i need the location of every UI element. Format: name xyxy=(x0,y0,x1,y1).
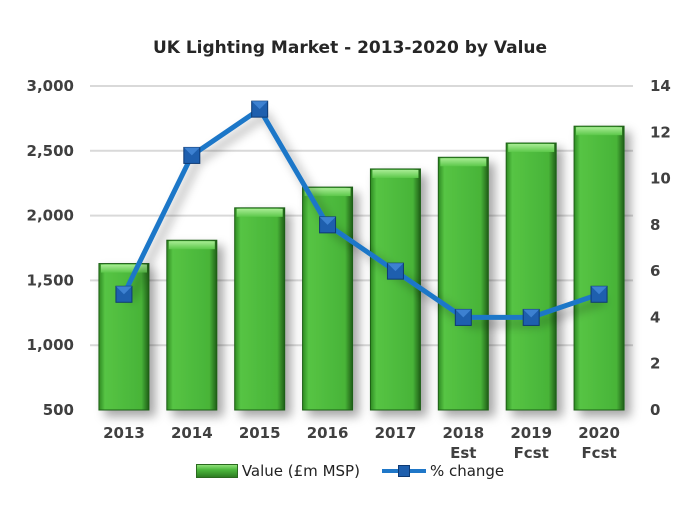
y-left-tick-label: 2,500 xyxy=(27,142,74,160)
x-tick-label: 2017 xyxy=(375,424,417,442)
bar xyxy=(573,125,625,411)
legend-swatch-bar xyxy=(195,464,238,478)
legend: Value (£m MSP) % change xyxy=(0,462,700,480)
x-tick-label: 2015 xyxy=(239,424,281,442)
line-marker-highlight xyxy=(183,147,200,156)
y-right-tick-label: 10 xyxy=(650,170,671,188)
line-marker-highlight xyxy=(319,216,336,225)
line-series xyxy=(121,106,600,320)
bar-bevel xyxy=(236,208,283,217)
x-tick-label: Fcst xyxy=(514,444,549,462)
y-right-tick-label: 2 xyxy=(650,355,660,373)
line-marker-highlight xyxy=(455,309,472,318)
bar-bevel xyxy=(508,144,555,153)
y-left-tick-label: 2,000 xyxy=(27,207,74,225)
y-right-tick-label: 14 xyxy=(650,77,671,95)
bar xyxy=(98,263,150,411)
x-tick-label: 2018 xyxy=(442,424,484,442)
bar-bevel xyxy=(168,241,215,250)
chart-title: UK Lighting Market - 2013-2020 by Value xyxy=(152,38,548,58)
x-tick-label: Fcst xyxy=(581,444,616,462)
y-right-tick-label: 8 xyxy=(650,216,660,234)
x-tick-label: 2013 xyxy=(103,424,145,442)
bar xyxy=(369,168,421,411)
y-right-tick-label: 6 xyxy=(650,262,660,280)
x-tick-label: 2019 xyxy=(510,424,552,442)
line-marker-highlight xyxy=(523,309,540,318)
line-marker-highlight xyxy=(115,286,132,295)
y-right-tick-label: 4 xyxy=(650,308,660,326)
y-right-tick-label: 0 xyxy=(650,401,660,419)
bar-bevel xyxy=(440,158,487,167)
y-left-tick-label: 1,000 xyxy=(27,336,74,354)
x-tick-label: 2016 xyxy=(307,424,349,442)
legend-label: Value (£m MSP) xyxy=(241,462,360,480)
bar xyxy=(437,156,489,411)
bar-bevel xyxy=(576,127,623,136)
x-tick-label: 2020 xyxy=(578,424,620,442)
y-left-tick-label: 500 xyxy=(43,401,74,419)
bar xyxy=(234,207,286,411)
bar-bevel xyxy=(304,188,351,197)
x-tick-label: Est xyxy=(450,444,476,462)
legend-label: % change xyxy=(429,462,505,480)
bar xyxy=(505,142,557,411)
legend-item-change: % change xyxy=(381,462,505,480)
y-left-tick-label: 1,500 xyxy=(27,271,74,289)
line-marker-highlight xyxy=(591,286,608,295)
bar xyxy=(166,239,218,411)
line-marker-highlight xyxy=(387,263,404,272)
y-right-tick-label: 12 xyxy=(650,123,671,141)
line-marker-highlight xyxy=(251,101,268,110)
legend-swatch-line xyxy=(381,465,426,477)
legend-item-value: Value (£m MSP) xyxy=(195,462,360,480)
bar-bevel xyxy=(372,169,419,178)
bar-bevel xyxy=(100,264,147,273)
x-tick-label: 2014 xyxy=(171,424,213,442)
y-left-tick-label: 3,000 xyxy=(27,77,74,95)
